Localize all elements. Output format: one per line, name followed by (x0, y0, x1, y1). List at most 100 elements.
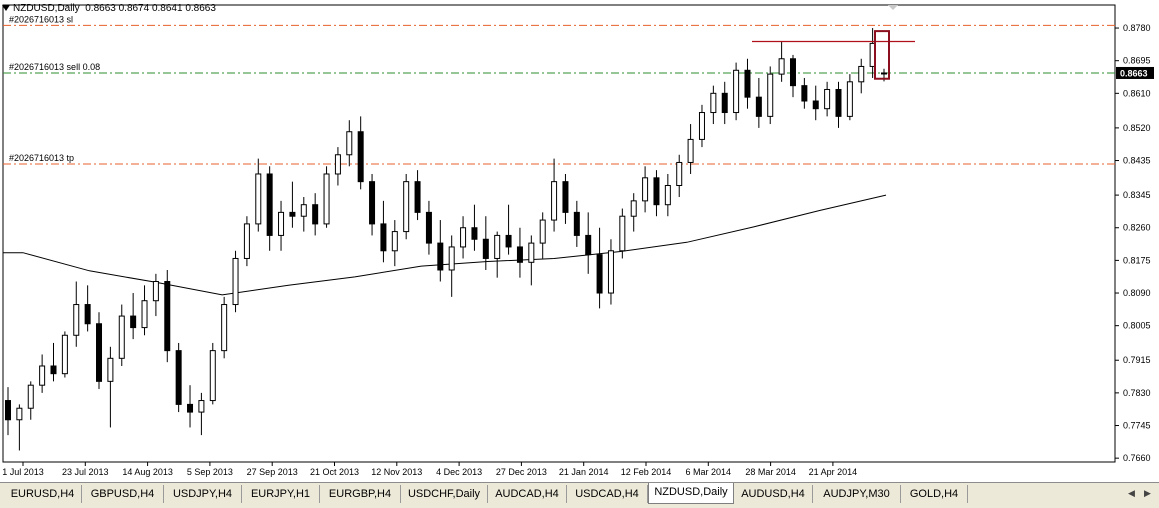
tab-audcad-h4[interactable]: AUDCAD,H4 (488, 485, 567, 503)
candle-body (573, 211, 580, 236)
shift-marker-icon (888, 5, 898, 10)
y-tick-label: 0.8695 (1123, 56, 1151, 66)
current-price-box (1116, 66, 1154, 79)
y-tick-label: 0.8610 (1123, 88, 1151, 98)
tab-gold-h4[interactable]: GOLD,H4 (901, 485, 968, 503)
candle-body (505, 234, 512, 248)
candle-body (528, 242, 535, 263)
y-tick-label: 0.8260 (1123, 223, 1151, 233)
candle-body (789, 58, 796, 87)
tab-audusd-h4[interactable]: AUDUSD,H4 (734, 485, 813, 503)
candle-body (653, 177, 660, 206)
tab-eurusd-h4[interactable]: EURUSD,H4 (4, 485, 82, 503)
candle-body (5, 400, 11, 421)
candle-body (607, 250, 614, 294)
candle-body (835, 88, 842, 117)
candle-body (232, 257, 239, 306)
candle-body (255, 173, 262, 225)
candle-body (357, 131, 364, 183)
y-tick-label: 0.7830 (1123, 388, 1151, 398)
candle-body (107, 357, 114, 382)
candle-body (744, 69, 751, 98)
candle-body (84, 304, 91, 325)
arrow-right-icon[interactable]: ▶ (1144, 488, 1151, 498)
x-tick-label: 28 Mar 2014 (745, 467, 796, 477)
candle-body (596, 254, 603, 294)
candle-body (562, 181, 569, 213)
x-tick-label: 12 Feb 2014 (621, 467, 672, 477)
y-tick-label: 0.8435 (1123, 156, 1151, 166)
candle-body (437, 242, 444, 271)
candle-body (539, 219, 546, 244)
candle-body (551, 181, 558, 221)
current-price-label: 0.8663 (1120, 68, 1148, 78)
y-tick-label: 0.8005 (1123, 321, 1151, 331)
candle-body (221, 304, 228, 352)
tab-usdchf-daily[interactable]: USDCHF,Daily (401, 485, 488, 503)
chart-canvas[interactable]: 0.8780 0.8695 0.8610 0.8520 0.8435 0.8345 0.82… (0, 0, 1159, 482)
candle-body (812, 100, 819, 110)
order-line-label: #2026716013 sell 0.08 (9, 62, 100, 72)
y-tick-label: 0.8345 (1123, 190, 1151, 200)
tab-nzdusd-daily[interactable]: NZDUSD,Daily (648, 483, 734, 504)
candle-body (858, 65, 865, 83)
x-tick-label: 27 Sep 2013 (247, 467, 298, 477)
x-tick-label: 6 Mar 2014 (686, 467, 732, 477)
candle-body (403, 181, 410, 233)
candle-body (312, 204, 319, 225)
candle-body (369, 181, 376, 225)
candle-body (516, 246, 523, 263)
tab-eurgbp-h4[interactable]: EURGBP,H4 (320, 485, 401, 503)
arrow-left-icon[interactable]: ◀ (1128, 488, 1135, 498)
candle-body (664, 184, 671, 206)
y-tick-label: 0.8090 (1123, 288, 1151, 298)
candle-body (323, 173, 330, 225)
candle-body (346, 131, 353, 156)
candle-body (824, 88, 831, 110)
candle-body (141, 300, 148, 329)
moving-average-line (3, 194, 887, 296)
x-tick-label: 5 Sep 2013 (187, 467, 233, 477)
candle-body (175, 350, 182, 405)
tab-audjpy-m30[interactable]: AUDJPY,M30 (813, 485, 901, 503)
tab-eurjpy-h1[interactable]: EURJPY,H1 (242, 485, 320, 503)
candle-body (118, 315, 125, 359)
candle-body (187, 403, 194, 413)
candle-body (630, 200, 637, 217)
x-tick-label: 1 Jul 2013 (2, 467, 44, 477)
candle-body (881, 72, 887, 75)
candle-body (494, 234, 501, 259)
candle-body (676, 161, 683, 186)
candle-body (152, 281, 159, 302)
candle-body (425, 211, 432, 244)
x-tick-label: 23 Jul 2013 (62, 467, 109, 477)
candle-body (334, 154, 341, 175)
y-tick-label: 0.8520 (1123, 123, 1151, 133)
candle-body (778, 58, 785, 75)
tab-gbpusd-h4[interactable]: GBPUSD,H4 (82, 485, 164, 503)
x-tick-label: 21 Apr 2014 (809, 467, 858, 477)
candle-body (414, 181, 421, 213)
chart-title-bar: NZDUSD,Daily 0.8663 0.8674 0.8641 0.8663 (2, 3, 216, 14)
candle-body (50, 365, 57, 375)
candle-body (61, 334, 68, 375)
tab-usdcad-h4[interactable]: USDCAD,H4 (567, 485, 648, 503)
candle-body (243, 223, 250, 259)
candle-body (380, 223, 387, 252)
candle-body (130, 315, 137, 329)
y-tick-label: 0.7915 (1123, 355, 1151, 365)
y-tick-label: 0.8175 (1123, 255, 1151, 265)
dropdown-triangle-icon[interactable] (2, 5, 10, 12)
plot-frame (2, 4, 1116, 463)
candle-body (482, 238, 489, 259)
candle-body (448, 246, 455, 271)
candle-body (39, 365, 46, 386)
candle-body (846, 81, 853, 117)
candle-body (471, 227, 478, 240)
candle-body (198, 400, 205, 413)
tab-usdjpy-h4[interactable]: USDJPY,H4 (164, 485, 242, 503)
candle-body (289, 211, 296, 217)
candle-body (164, 281, 171, 352)
candle-body (585, 234, 592, 256)
